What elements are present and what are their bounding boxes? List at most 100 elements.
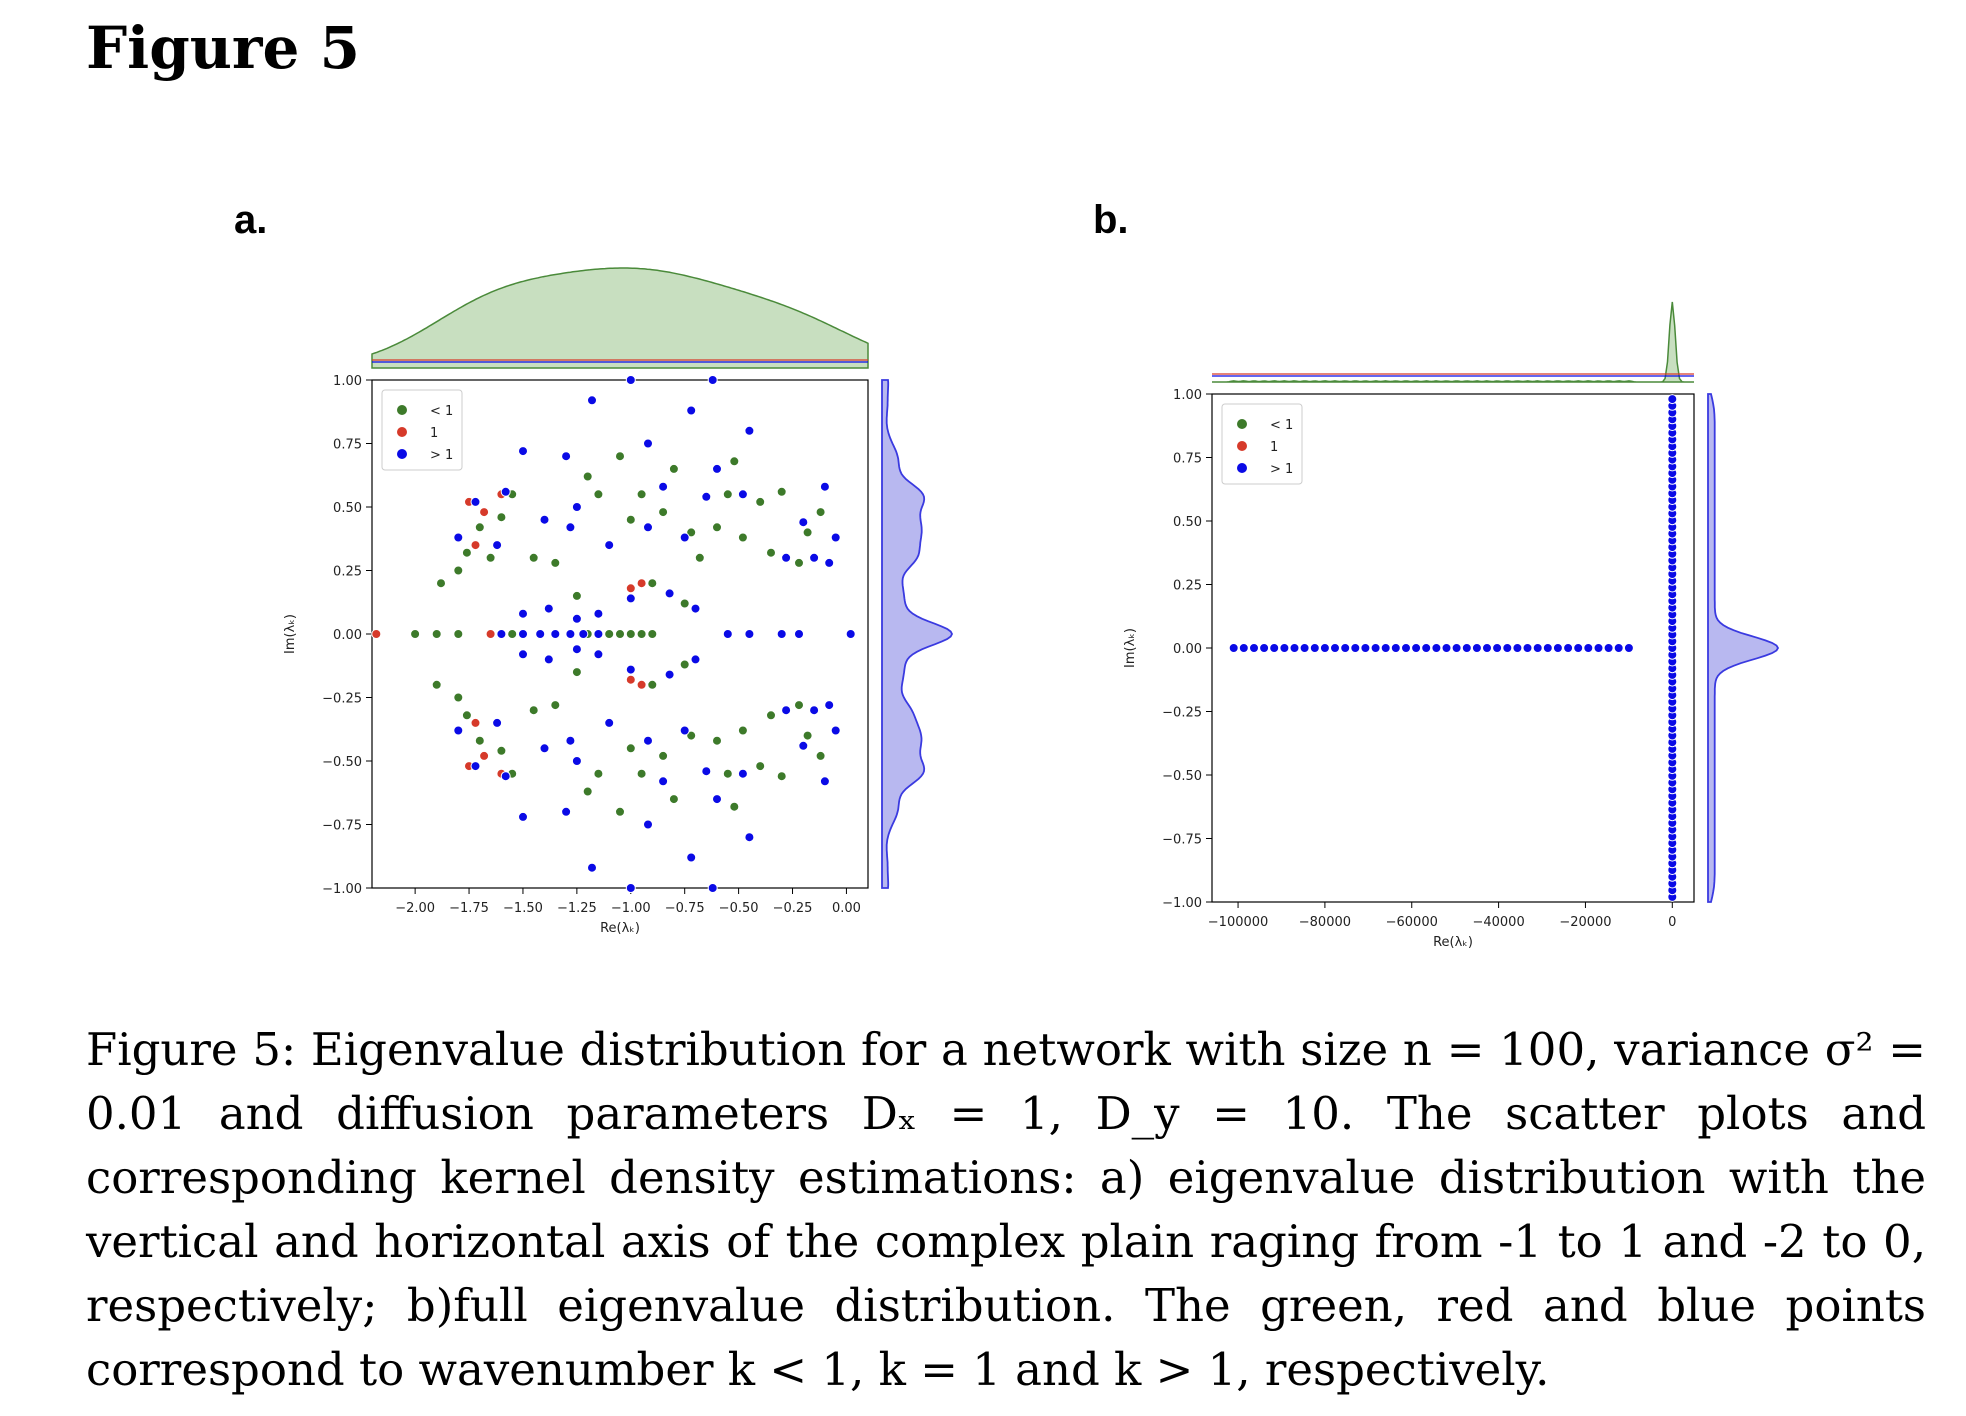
a-point-green xyxy=(474,735,485,746)
b-y-tick-label: 0.50 xyxy=(1173,515,1202,530)
a-point-blue xyxy=(518,811,528,822)
a-point-green xyxy=(474,522,485,533)
b-point-blue xyxy=(1330,643,1340,653)
a-point-blue xyxy=(492,540,503,551)
b-x-tick-label: −60000 xyxy=(1386,915,1438,930)
panel-a-label: a. xyxy=(234,198,268,242)
a-point-green xyxy=(615,806,625,817)
a-point-green xyxy=(776,486,787,497)
panel-b-label: b. xyxy=(1093,198,1129,242)
a-x-tick-label: 0.00 xyxy=(832,901,861,916)
b-top-kde xyxy=(1212,301,1694,383)
a-point-green xyxy=(461,547,472,558)
b-point-blue xyxy=(1532,643,1543,653)
a-point-blue xyxy=(625,664,636,675)
b-y-tick-label: 1.00 xyxy=(1173,388,1202,403)
a-point-blue xyxy=(707,375,718,385)
a-point-green xyxy=(647,629,658,639)
b-right-kde xyxy=(1707,393,1780,903)
a-point-green xyxy=(737,532,748,543)
a-point-blue xyxy=(625,593,636,604)
a-point-red xyxy=(470,717,481,728)
a-point-green xyxy=(647,578,658,589)
a-point-green xyxy=(625,743,636,754)
a-point-green xyxy=(668,463,679,474)
a-point-blue xyxy=(686,405,697,416)
figure-caption: Figure 5: Eigenvalue distribution for a … xyxy=(86,1023,1926,1396)
a-point-red xyxy=(470,540,481,551)
a-point-blue xyxy=(571,644,582,655)
a-point-green xyxy=(496,512,507,523)
b-legend-marker xyxy=(1237,463,1247,473)
a-point-blue xyxy=(492,717,503,728)
a-point-blue xyxy=(571,613,582,624)
a-point-green xyxy=(593,489,604,500)
a-point-green xyxy=(802,527,813,538)
a-point-green xyxy=(582,786,593,797)
b-point-blue xyxy=(1390,643,1401,653)
a-point-green xyxy=(615,451,625,462)
b-legend-label: < 1 xyxy=(1270,418,1293,433)
b-x-axis-label: Re(λₖ) xyxy=(1433,935,1473,950)
a-point-red xyxy=(625,583,636,594)
a-point-green xyxy=(679,598,690,609)
a-point-blue xyxy=(744,832,755,843)
a-point-green xyxy=(436,578,446,589)
a-legend-label: > 1 xyxy=(430,448,453,463)
a-point-blue xyxy=(604,717,615,728)
a-point-red xyxy=(371,629,382,639)
a-point-blue xyxy=(744,425,755,436)
a-point-green xyxy=(712,522,722,533)
a-point-blue xyxy=(470,496,481,507)
a-point-green xyxy=(528,552,539,563)
b-legend-marker xyxy=(1237,419,1247,429)
a-point-blue xyxy=(593,608,604,619)
a-point-green xyxy=(737,725,748,736)
a-point-green xyxy=(658,507,669,518)
a-x-tick-label: −0.75 xyxy=(665,901,705,916)
a-point-green xyxy=(571,667,582,678)
b-point-blue xyxy=(1471,643,1482,653)
a-point-green xyxy=(815,507,826,518)
chart-a: −2.00 −1.75 −1.50 −1.25 −1.00 −0.75 −0.50 −0.25… xyxy=(283,267,954,936)
a-point-blue xyxy=(690,654,701,665)
a-point-blue xyxy=(776,629,787,639)
b-x-tick-label: −20000 xyxy=(1559,915,1611,930)
a-point-green xyxy=(431,679,442,690)
a-point-blue xyxy=(593,649,604,660)
b-point-blue xyxy=(1522,643,1533,653)
a-point-green xyxy=(722,768,733,779)
a-point-green xyxy=(694,552,705,563)
a-point-green xyxy=(794,700,804,711)
a-point-green xyxy=(815,750,826,761)
b-legend-label: 1 xyxy=(1270,440,1278,455)
a-point-blue xyxy=(604,540,615,551)
b-point-blue xyxy=(1542,643,1553,653)
a-point-blue xyxy=(658,776,669,787)
a-y-tick-label: 0.00 xyxy=(333,628,362,643)
a-point-green xyxy=(794,557,804,568)
a-point-green xyxy=(766,547,776,558)
a-point-green xyxy=(507,629,518,639)
a-point-green xyxy=(593,768,604,779)
a-point-blue xyxy=(643,522,653,533)
a-point-blue xyxy=(798,517,809,528)
a-point-green xyxy=(679,659,690,670)
a-point-red xyxy=(479,507,490,518)
a-point-blue xyxy=(722,629,733,639)
b-legend-label: > 1 xyxy=(1270,462,1293,477)
a-right-kde xyxy=(881,379,954,889)
a-point-green xyxy=(625,514,636,525)
a-point-blue xyxy=(561,451,572,462)
a-point-blue xyxy=(539,743,550,754)
a-point-green xyxy=(755,496,766,507)
a-point-green xyxy=(571,590,582,601)
figure-heading: Figure 5 xyxy=(86,14,360,82)
a-x-tick-label: −1.00 xyxy=(611,901,651,916)
b-point-blue xyxy=(1461,643,1472,653)
b-y-tick-label: −0.25 xyxy=(1162,706,1202,721)
a-point-green xyxy=(686,527,697,538)
b-y-tick-label: −0.50 xyxy=(1162,769,1202,784)
b-y-tick-label: 0.00 xyxy=(1173,642,1202,657)
a-point-blue xyxy=(819,481,830,492)
